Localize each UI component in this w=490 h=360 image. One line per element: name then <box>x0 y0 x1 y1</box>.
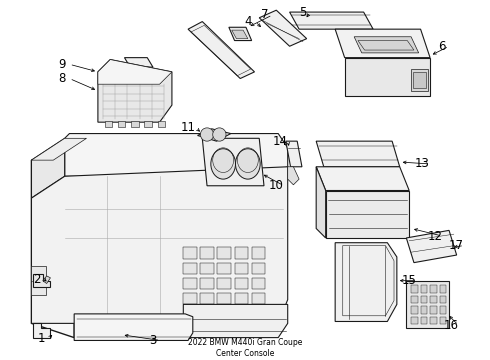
Bar <box>430 317 437 324</box>
Polygon shape <box>202 138 264 186</box>
Text: 14: 14 <box>272 135 288 148</box>
Bar <box>411 306 418 314</box>
Polygon shape <box>98 59 172 84</box>
Polygon shape <box>124 58 153 67</box>
Circle shape <box>213 128 226 141</box>
Bar <box>200 293 214 305</box>
Polygon shape <box>188 22 254 78</box>
Polygon shape <box>316 167 326 238</box>
Polygon shape <box>406 230 457 263</box>
Bar <box>183 293 196 305</box>
Text: 17: 17 <box>449 239 464 252</box>
Text: 7: 7 <box>261 8 269 22</box>
Text: 10: 10 <box>269 179 284 192</box>
Bar <box>104 121 112 127</box>
Bar <box>183 263 196 274</box>
Polygon shape <box>98 59 172 122</box>
Polygon shape <box>31 138 87 160</box>
Text: 15: 15 <box>402 274 416 287</box>
Bar <box>218 247 231 259</box>
Polygon shape <box>411 69 428 91</box>
Bar <box>430 296 437 303</box>
Polygon shape <box>229 27 252 41</box>
Bar <box>200 263 214 274</box>
Bar <box>430 306 437 314</box>
Polygon shape <box>31 160 87 338</box>
Bar <box>200 247 214 259</box>
Bar <box>430 285 437 293</box>
Bar <box>420 296 427 303</box>
Polygon shape <box>290 12 373 29</box>
Polygon shape <box>74 314 193 341</box>
Bar <box>252 278 265 289</box>
Text: 12: 12 <box>427 230 442 243</box>
Polygon shape <box>335 243 397 321</box>
Bar <box>235 247 248 259</box>
Bar <box>218 278 231 289</box>
Text: 2022 BMW M440i Gran Coupe
Center Console: 2022 BMW M440i Gran Coupe Center Console <box>188 338 302 359</box>
Polygon shape <box>413 72 426 88</box>
Circle shape <box>200 128 214 141</box>
Bar <box>200 278 214 289</box>
Bar <box>118 121 125 127</box>
Bar <box>252 247 265 259</box>
Polygon shape <box>344 58 430 96</box>
Bar <box>235 293 248 305</box>
Bar <box>420 317 427 324</box>
Bar <box>411 296 418 303</box>
Polygon shape <box>31 266 46 295</box>
Polygon shape <box>354 37 418 53</box>
Bar <box>411 317 418 324</box>
Bar <box>420 306 427 314</box>
Polygon shape <box>406 281 449 328</box>
Text: 3: 3 <box>149 334 157 347</box>
Polygon shape <box>33 274 50 287</box>
Polygon shape <box>43 276 50 284</box>
Bar <box>183 278 196 289</box>
Polygon shape <box>197 129 231 141</box>
Text: 1: 1 <box>37 332 45 345</box>
Bar <box>440 317 446 324</box>
Text: 11: 11 <box>180 121 196 134</box>
Polygon shape <box>183 305 288 338</box>
Bar <box>420 285 427 293</box>
Text: 13: 13 <box>415 157 430 170</box>
Bar <box>131 121 139 127</box>
Polygon shape <box>316 167 409 190</box>
Bar <box>235 263 248 274</box>
Polygon shape <box>286 141 302 167</box>
Text: 6: 6 <box>438 40 445 53</box>
Ellipse shape <box>211 149 236 179</box>
Text: 5: 5 <box>299 6 307 19</box>
Ellipse shape <box>236 149 260 179</box>
Polygon shape <box>65 134 288 176</box>
Bar <box>235 278 248 289</box>
Polygon shape <box>316 141 400 167</box>
Bar <box>218 293 231 305</box>
Polygon shape <box>259 10 307 46</box>
Bar <box>252 263 265 274</box>
Bar <box>440 306 446 314</box>
Polygon shape <box>232 30 248 39</box>
Bar <box>158 121 165 127</box>
Polygon shape <box>31 167 288 323</box>
Polygon shape <box>33 323 50 338</box>
Bar <box>440 296 446 303</box>
Polygon shape <box>335 29 430 58</box>
Text: 8: 8 <box>58 72 66 85</box>
Polygon shape <box>288 167 299 185</box>
Bar <box>440 285 446 293</box>
Bar <box>145 121 152 127</box>
Text: 16: 16 <box>443 319 459 332</box>
Bar <box>411 285 418 293</box>
Bar <box>252 293 265 305</box>
Polygon shape <box>31 138 65 198</box>
Polygon shape <box>326 190 409 238</box>
Bar <box>218 263 231 274</box>
Text: 4: 4 <box>244 15 251 28</box>
Bar <box>183 247 196 259</box>
Text: 9: 9 <box>58 58 66 71</box>
Text: 2: 2 <box>33 273 41 286</box>
